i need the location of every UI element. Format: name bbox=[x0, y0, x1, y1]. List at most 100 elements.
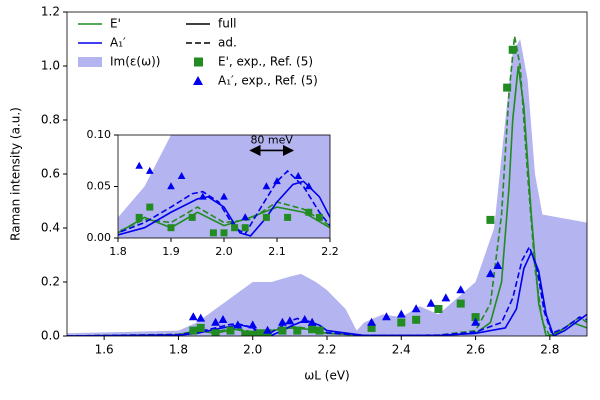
x-tick-label: 2.2 bbox=[321, 245, 339, 258]
marker bbox=[307, 317, 317, 326]
legend-label: E' bbox=[110, 17, 121, 31]
legend-label: A₁′ bbox=[110, 36, 126, 50]
marker bbox=[263, 325, 272, 334]
y-tick-label: 0.6 bbox=[41, 167, 60, 181]
x-tick-label: 2.0 bbox=[243, 343, 262, 357]
line bbox=[118, 169, 330, 235]
y-tick-label: 1.0 bbox=[41, 59, 60, 73]
marker bbox=[188, 213, 196, 221]
y-tick-label: 1.2 bbox=[41, 5, 60, 19]
marker bbox=[367, 323, 376, 332]
marker bbox=[278, 317, 287, 326]
marker bbox=[135, 161, 144, 169]
marker bbox=[284, 213, 292, 221]
y-tick-label: 0.05 bbox=[87, 180, 112, 193]
marker bbox=[273, 177, 281, 185]
line bbox=[118, 201, 330, 233]
marker bbox=[262, 213, 270, 221]
marker bbox=[241, 330, 250, 336]
marker bbox=[231, 224, 239, 232]
marker bbox=[220, 192, 228, 200]
marker bbox=[305, 208, 313, 216]
marker bbox=[508, 45, 517, 54]
marker bbox=[198, 192, 207, 200]
marker bbox=[304, 182, 313, 190]
marker bbox=[248, 320, 258, 329]
y-tick-label: 0.2 bbox=[41, 275, 60, 289]
marker bbox=[167, 224, 175, 232]
marker bbox=[315, 326, 324, 335]
marker bbox=[256, 329, 265, 336]
marker bbox=[434, 305, 443, 313]
marker bbox=[196, 323, 205, 332]
marker bbox=[278, 326, 287, 335]
x-tick-label: 1.8 bbox=[169, 343, 188, 357]
marker bbox=[241, 213, 250, 221]
marker bbox=[177, 172, 186, 179]
y-tick-label: 0.4 bbox=[41, 221, 60, 235]
x-axis-label: ωL (eV) bbox=[304, 369, 350, 383]
annotation: 80 meV bbox=[250, 133, 293, 146]
x-tick-label: 2.0 bbox=[215, 245, 233, 258]
marker bbox=[189, 326, 198, 335]
marker bbox=[145, 166, 154, 174]
legend-marker bbox=[194, 57, 203, 67]
x-tick-label: 1.9 bbox=[162, 245, 180, 258]
marker bbox=[220, 229, 228, 237]
x-tick-label: 2.4 bbox=[392, 343, 411, 357]
marker bbox=[308, 325, 317, 334]
x-tick-label: 2.1 bbox=[268, 245, 286, 258]
x-tick-label: 1.6 bbox=[95, 343, 114, 357]
marker bbox=[262, 182, 271, 190]
marker bbox=[471, 317, 480, 326]
legend-label: E', exp., Ref. (5) bbox=[218, 55, 313, 69]
area bbox=[67, 39, 587, 336]
marker bbox=[146, 203, 154, 211]
marker bbox=[218, 315, 228, 323]
marker bbox=[486, 215, 495, 224]
marker bbox=[209, 229, 217, 237]
marker bbox=[135, 213, 143, 221]
x-tick-label: 1.8 bbox=[109, 245, 127, 258]
legend-label: ad. bbox=[218, 36, 237, 50]
marker bbox=[315, 213, 323, 221]
marker bbox=[456, 299, 465, 308]
marker bbox=[367, 317, 376, 326]
legend-label: Im(ε(ω)) bbox=[110, 55, 161, 69]
marker bbox=[241, 224, 249, 232]
marker bbox=[441, 293, 451, 302]
marker bbox=[248, 330, 257, 336]
marker bbox=[196, 313, 206, 322]
marker bbox=[471, 313, 480, 322]
inset-plot: 1.8 1.9 2.0 2.1 2.2 0.00 0.05 0.10 80 meV bbox=[87, 128, 339, 258]
marker bbox=[211, 329, 220, 336]
marker bbox=[382, 312, 391, 321]
y-tick-label: 0.00 bbox=[87, 231, 112, 244]
y-axis-label: Raman intensity (a.u.) bbox=[9, 107, 23, 241]
legend-label: A₁′, exp., Ref. (5) bbox=[218, 74, 318, 88]
marker bbox=[285, 316, 295, 325]
marker bbox=[486, 269, 495, 278]
marker bbox=[294, 172, 303, 179]
legend: E' A₁′ Im(ε(ω)) full ad. E', exp., Ref. (5) A₁… bbox=[78, 17, 318, 88]
y-tick-label: 0.0 bbox=[41, 329, 60, 343]
marker bbox=[397, 318, 406, 327]
plot-content bbox=[118, 135, 330, 238]
marker bbox=[226, 326, 235, 335]
marker bbox=[503, 83, 512, 92]
y-tick-label: 0.8 bbox=[41, 113, 60, 127]
x-tick-label: 2.6 bbox=[466, 343, 485, 357]
marker bbox=[412, 315, 421, 324]
x-tick-label: 2.8 bbox=[540, 343, 559, 357]
legend-label: full bbox=[218, 17, 237, 31]
marker bbox=[167, 182, 175, 190]
marker bbox=[233, 320, 243, 329]
marker bbox=[188, 312, 198, 321]
marker bbox=[300, 315, 310, 323]
marker bbox=[493, 261, 503, 269]
marker bbox=[396, 309, 406, 318]
legend-marker bbox=[193, 76, 203, 85]
marker bbox=[411, 304, 421, 313]
x-tick-label: 2.2 bbox=[317, 343, 336, 357]
